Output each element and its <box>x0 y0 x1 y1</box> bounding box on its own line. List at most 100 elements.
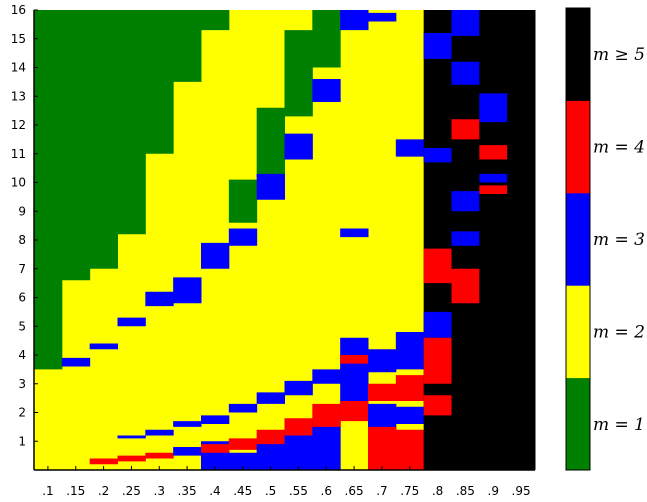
cell-m4 <box>479 145 508 160</box>
cell-m1 <box>228 179 258 223</box>
cell-m3 <box>312 369 341 384</box>
cell-m4 <box>340 355 369 364</box>
cell-m3 <box>201 415 230 424</box>
cell-m1 <box>201 10 230 31</box>
y-tick-label: 11 <box>11 147 26 161</box>
colorbar-swatch <box>566 285 590 379</box>
cell-m3 <box>256 392 285 404</box>
colorbar-swatch <box>566 8 590 101</box>
cell-m4 <box>256 429 285 445</box>
cell-m3 <box>368 12 397 22</box>
cell-m3 <box>451 61 480 85</box>
cell-m3 <box>451 231 480 246</box>
cell-m3 <box>423 311 452 338</box>
cell-m3 <box>228 228 258 246</box>
cell-m4 <box>284 418 313 436</box>
cell-m3 <box>228 403 258 413</box>
cell-m3 <box>173 277 202 304</box>
axes: 12345678910111213141516.1.15.2.25.3.35.4… <box>11 3 535 498</box>
cell-m1 <box>34 10 63 370</box>
cell-m3 <box>284 380 313 396</box>
x-tick-label: .8 <box>432 484 443 498</box>
x-tick-label: .2 <box>98 484 109 498</box>
y-tick-label: 8 <box>18 233 26 247</box>
colorbar: m = 1 m = 2 m = 3 m = 4 m ≥ 5 <box>565 7 645 471</box>
cell-m3 <box>312 79 341 102</box>
cell-m5 <box>507 10 536 470</box>
y-tick-label: 1 <box>18 434 26 448</box>
cell-m4 <box>368 426 397 470</box>
x-tick-label: .3 <box>154 484 165 498</box>
cell-m4 <box>479 185 508 194</box>
y-tick-label: 7 <box>18 262 26 276</box>
cell-m3 <box>173 447 202 456</box>
colorbar-label: m = 1 <box>593 415 645 435</box>
cell-m1 <box>89 10 118 269</box>
y-tick-label: 13 <box>11 89 26 103</box>
cell-m4 <box>423 248 452 284</box>
cell-m3 <box>256 441 285 470</box>
x-tick-label: .65 <box>345 484 364 498</box>
y-tick-label: 3 <box>18 377 26 391</box>
plot-area <box>34 10 536 470</box>
cell-m1 <box>284 30 313 117</box>
x-tick-label: .95 <box>512 484 531 498</box>
y-tick-label: 14 <box>11 61 26 75</box>
x-tick-label: .9 <box>488 484 499 498</box>
cell-m3 <box>284 133 313 160</box>
cell-m1 <box>145 10 174 154</box>
cell-m3 <box>395 139 425 157</box>
cell-m4 <box>423 395 452 416</box>
cell-m3 <box>395 332 425 370</box>
cell-m3 <box>145 429 174 436</box>
cell-m3 <box>117 317 146 327</box>
y-tick-label: 9 <box>18 204 26 218</box>
cell-m4 <box>228 438 258 450</box>
y-tick-label: 12 <box>11 118 26 132</box>
cell-m4 <box>340 401 369 422</box>
cell-m3 <box>451 191 480 212</box>
cell-m1 <box>61 10 91 281</box>
colorbar-label: m = 3 <box>593 230 645 250</box>
cell-m3 <box>395 406 425 424</box>
cell-m4 <box>117 455 146 462</box>
cell-m3 <box>479 93 508 123</box>
cell-m1 <box>256 107 285 177</box>
y-tick-label: 5 <box>18 319 26 333</box>
colorbar-label: m = 4 <box>593 138 645 158</box>
x-tick-label: .1 <box>42 484 53 498</box>
cell-m3 <box>340 228 369 238</box>
cell-m3 <box>423 33 452 59</box>
y-tick-label: 6 <box>18 291 26 305</box>
cell-m4 <box>451 119 480 140</box>
cell-m3 <box>201 242 230 269</box>
cell-m4 <box>145 452 174 459</box>
colorbar-frame <box>565 7 591 471</box>
colorbar-swatch <box>566 100 590 194</box>
cell-m3 <box>89 343 118 350</box>
x-tick-label: .15 <box>66 484 85 498</box>
cell-m3 <box>145 291 174 307</box>
y-tick-label: 2 <box>18 406 26 420</box>
cell-m3 <box>423 148 452 163</box>
colorbar-label: m = 2 <box>593 322 645 342</box>
cell-m1 <box>117 10 146 235</box>
cell-m3 <box>256 173 285 200</box>
cell-m3 <box>340 337 369 413</box>
cell-m3 <box>228 452 258 470</box>
cell-m4 <box>423 337 452 384</box>
y-tick-label: 10 <box>11 176 26 190</box>
y-tick-label: 16 <box>11 3 26 17</box>
cell-m4 <box>89 458 118 465</box>
cell-m4 <box>451 268 480 304</box>
cell-m4 <box>368 383 397 401</box>
x-tick-label: .4 <box>209 484 220 498</box>
x-tick-label: .25 <box>122 484 141 498</box>
x-tick-label: .85 <box>456 484 475 498</box>
cell-m1 <box>173 10 202 82</box>
colorbar-label: m ≥ 5 <box>593 45 645 65</box>
cell-m4 <box>201 444 230 453</box>
colorbar-swatch <box>566 192 590 286</box>
cell-m4 <box>395 429 425 470</box>
